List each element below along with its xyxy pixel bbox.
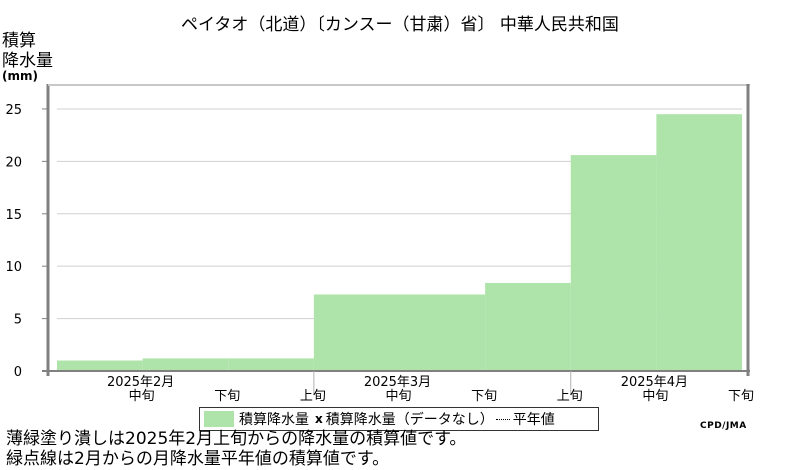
y-axis-label-line2: 降水量	[2, 51, 53, 71]
precip-step-0	[57, 360, 143, 371]
legend-series-label: 積算降水量	[239, 412, 309, 428]
y-axis-ticks: 0 5 10 15 20 25	[5, 103, 48, 380]
dekad-label-5: 上旬	[557, 389, 583, 404]
y-tick-label-2: 10	[5, 260, 22, 275]
month-label-1: 2025年3月	[364, 375, 431, 390]
precip-step-2	[228, 358, 314, 371]
note-fill: 薄緑塗り潰しは2025年2月上旬からの降水量の積算値です。	[6, 429, 467, 449]
dekad-label-4: 下旬	[471, 389, 497, 404]
y-axis-label-line1: 積算	[2, 31, 36, 51]
dekad-label-0: 中旬	[129, 389, 155, 404]
dekad-label-6: 中旬	[642, 389, 668, 404]
y-tick-label-3: 15	[5, 208, 22, 223]
legend: 積算降水量 x 積算降水量（データなし） 平年値	[199, 407, 599, 431]
credit-text: CPD/JMA	[700, 421, 747, 431]
y-tick-label-1: 5	[14, 313, 22, 328]
legend-swatch-fill	[204, 411, 234, 427]
y-axis-unit: (mm)	[2, 69, 38, 83]
legend-normal-dash	[495, 418, 510, 420]
precip-step-4	[399, 294, 486, 371]
legend-normal-label: 平年値	[512, 412, 555, 428]
legend-nodata-label: 積算降水量（データなし）	[325, 412, 494, 428]
precip-step-1	[142, 358, 229, 371]
y-tick-label-5: 25	[5, 103, 22, 118]
accumulated-precipitation-area	[57, 114, 742, 371]
month-label-2: 2025年4月	[621, 375, 688, 390]
precip-step-7	[656, 114, 742, 371]
y-tick-label-4: 20	[5, 155, 22, 170]
chart-title: ペイタオ（北道）〔カンスー（甘粛）省〕 中華人民共和国	[181, 15, 619, 35]
plot-frame	[42, 84, 750, 376]
precip-step-5	[485, 282, 571, 371]
y-tick-label-0: 0	[14, 365, 22, 380]
month-label-0: 2025年2月	[107, 375, 174, 390]
y-axis-label: 積算 降水量 (mm)	[2, 31, 53, 82]
note-dotted: 緑点線は2月からの月降水量平年値の積算値です。	[6, 449, 390, 469]
legend-nodata-mark: x	[315, 412, 323, 426]
dekad-label-2: 上旬	[300, 389, 326, 404]
dekad-label-3: 中旬	[385, 389, 411, 404]
dekad-label-7: 下旬	[728, 389, 754, 404]
precip-step-3	[313, 294, 400, 371]
precip-step-6	[570, 155, 657, 371]
dekad-label-1: 下旬	[214, 389, 240, 404]
